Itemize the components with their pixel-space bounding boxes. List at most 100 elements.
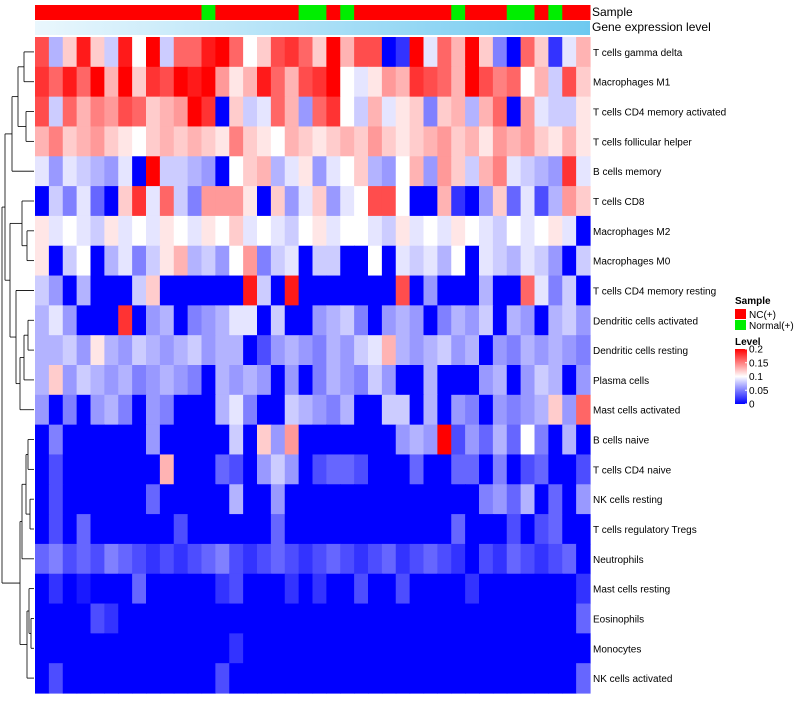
heatmap-cell: [284, 514, 300, 545]
row-labels: T cells gamma delta Macrophages M1 T cells…: [593, 48, 726, 685]
heatmap-cell: [298, 126, 314, 157]
heatmap-cell: [159, 156, 175, 187]
heatmap-cell: [381, 454, 397, 485]
heatmap-cell: [90, 543, 105, 575]
heatmap-cell: [48, 633, 64, 664]
legend-level-tick-label: 0.1: [749, 372, 763, 383]
heatmap-cell: [576, 96, 591, 128]
legend-level-tick-label: 0.15: [749, 358, 769, 369]
heatmap-cell: [576, 305, 591, 336]
heatmap-cell: [312, 156, 327, 187]
heatmap-cell: [215, 633, 230, 664]
heatmap-cell: [354, 633, 369, 664]
heatmap-cell: [159, 66, 175, 98]
heatmap-cell: [284, 126, 300, 157]
heatmap-cell: [409, 514, 425, 545]
heatmap-cell: [451, 186, 466, 217]
heatmap-cell: [187, 633, 203, 664]
heatmap-cell: [465, 66, 480, 98]
heatmap-cell: [576, 454, 591, 485]
heatmap-cell: [548, 394, 563, 426]
heatmap-cell: [173, 543, 189, 575]
heatmap-cell: [35, 66, 50, 98]
heatmap-cell: [520, 603, 536, 634]
heatmap-cell: [312, 424, 327, 456]
heatmap-cell: [118, 96, 133, 128]
heatmap-cell: [562, 663, 577, 694]
heatmap-cell: [423, 215, 438, 247]
heatmap-cell: [520, 543, 536, 575]
heatmap-cell: [229, 66, 244, 98]
heatmap-cell: [173, 603, 189, 634]
sample-annotation-cell: [257, 5, 272, 20]
heatmap-cell: [492, 215, 508, 247]
heatmap-cell: [104, 633, 119, 664]
heatmap-cell: [62, 454, 78, 485]
heatmap-cell: [548, 543, 563, 575]
heatmap-cell: [118, 156, 133, 187]
heatmap-cell: [118, 394, 133, 426]
heatmap-cell: [479, 215, 494, 247]
heatmap-cell: [354, 573, 369, 605]
heatmap-cell: [465, 365, 480, 396]
heatmap-cell: [243, 215, 258, 247]
heatmap-cell: [437, 603, 452, 634]
heatmap-cell: [437, 275, 452, 306]
heatmap-cell: [534, 245, 549, 277]
heatmap-cell: [326, 603, 341, 634]
heatmap-cell: [132, 305, 147, 336]
heatmap-cell: [243, 573, 258, 605]
heatmap-cell: [423, 66, 438, 98]
heatmap-cell: [492, 424, 508, 456]
heatmap-cell: [368, 335, 383, 366]
annotation-title-sample: Sample: [592, 5, 633, 19]
heatmap-cell: [326, 275, 341, 306]
heatmap-cell: [326, 156, 341, 187]
heatmap-cell: [48, 126, 64, 157]
heatmap-cell: [132, 37, 147, 68]
heatmap-cell: [187, 126, 203, 157]
heatmap-cell: [48, 156, 64, 187]
heatmap-cell: [201, 156, 216, 187]
heatmap-cell: [173, 424, 189, 456]
heatmap-cell: [270, 66, 286, 98]
heatmap-cell: [326, 514, 341, 545]
row-label: T cells CD8: [593, 197, 645, 208]
heatmap-cell: [132, 365, 147, 396]
heatmap-cell: [90, 335, 105, 366]
heatmap-cell: [534, 663, 549, 694]
heatmap-cell: [576, 186, 591, 217]
heatmap-cell: [270, 126, 286, 157]
sample-annotation-cell: [270, 5, 286, 20]
heatmap-cell: [146, 514, 161, 545]
heatmap-cell: [562, 633, 577, 664]
heatmap-cell: [340, 424, 355, 456]
heatmap-cell: [423, 156, 438, 187]
sample-annotation-cell: [465, 5, 480, 20]
sample-annotation-cell: [90, 5, 105, 20]
heatmap-cell: [159, 186, 175, 217]
heatmap-cell: [146, 245, 161, 277]
sample-annotation-cell: [312, 5, 327, 20]
legend-sample-label: NC(+): [749, 310, 776, 321]
heatmap-cell: [465, 484, 480, 515]
heatmap-cell: [423, 484, 438, 515]
heatmap-cell: [423, 37, 438, 68]
heatmap-cell: [118, 454, 133, 485]
heatmap-cell: [35, 424, 50, 456]
heatmap-cell: [298, 156, 314, 187]
heatmap-cell: [90, 394, 105, 426]
heatmap-cell: [62, 573, 78, 605]
heatmap-cell: [104, 215, 119, 247]
heatmap-cell: [437, 454, 452, 485]
sample-annotation-cell: [35, 5, 50, 20]
heatmap-cell: [284, 454, 300, 485]
heatmap-cell: [395, 573, 411, 605]
heatmap-cell: [381, 275, 397, 306]
heatmap-cell: [270, 394, 286, 426]
heatmap-cell: [35, 37, 50, 68]
heatmap-cell: [381, 126, 397, 157]
heatmap-cell: [423, 573, 438, 605]
heatmap-cell: [562, 245, 577, 277]
